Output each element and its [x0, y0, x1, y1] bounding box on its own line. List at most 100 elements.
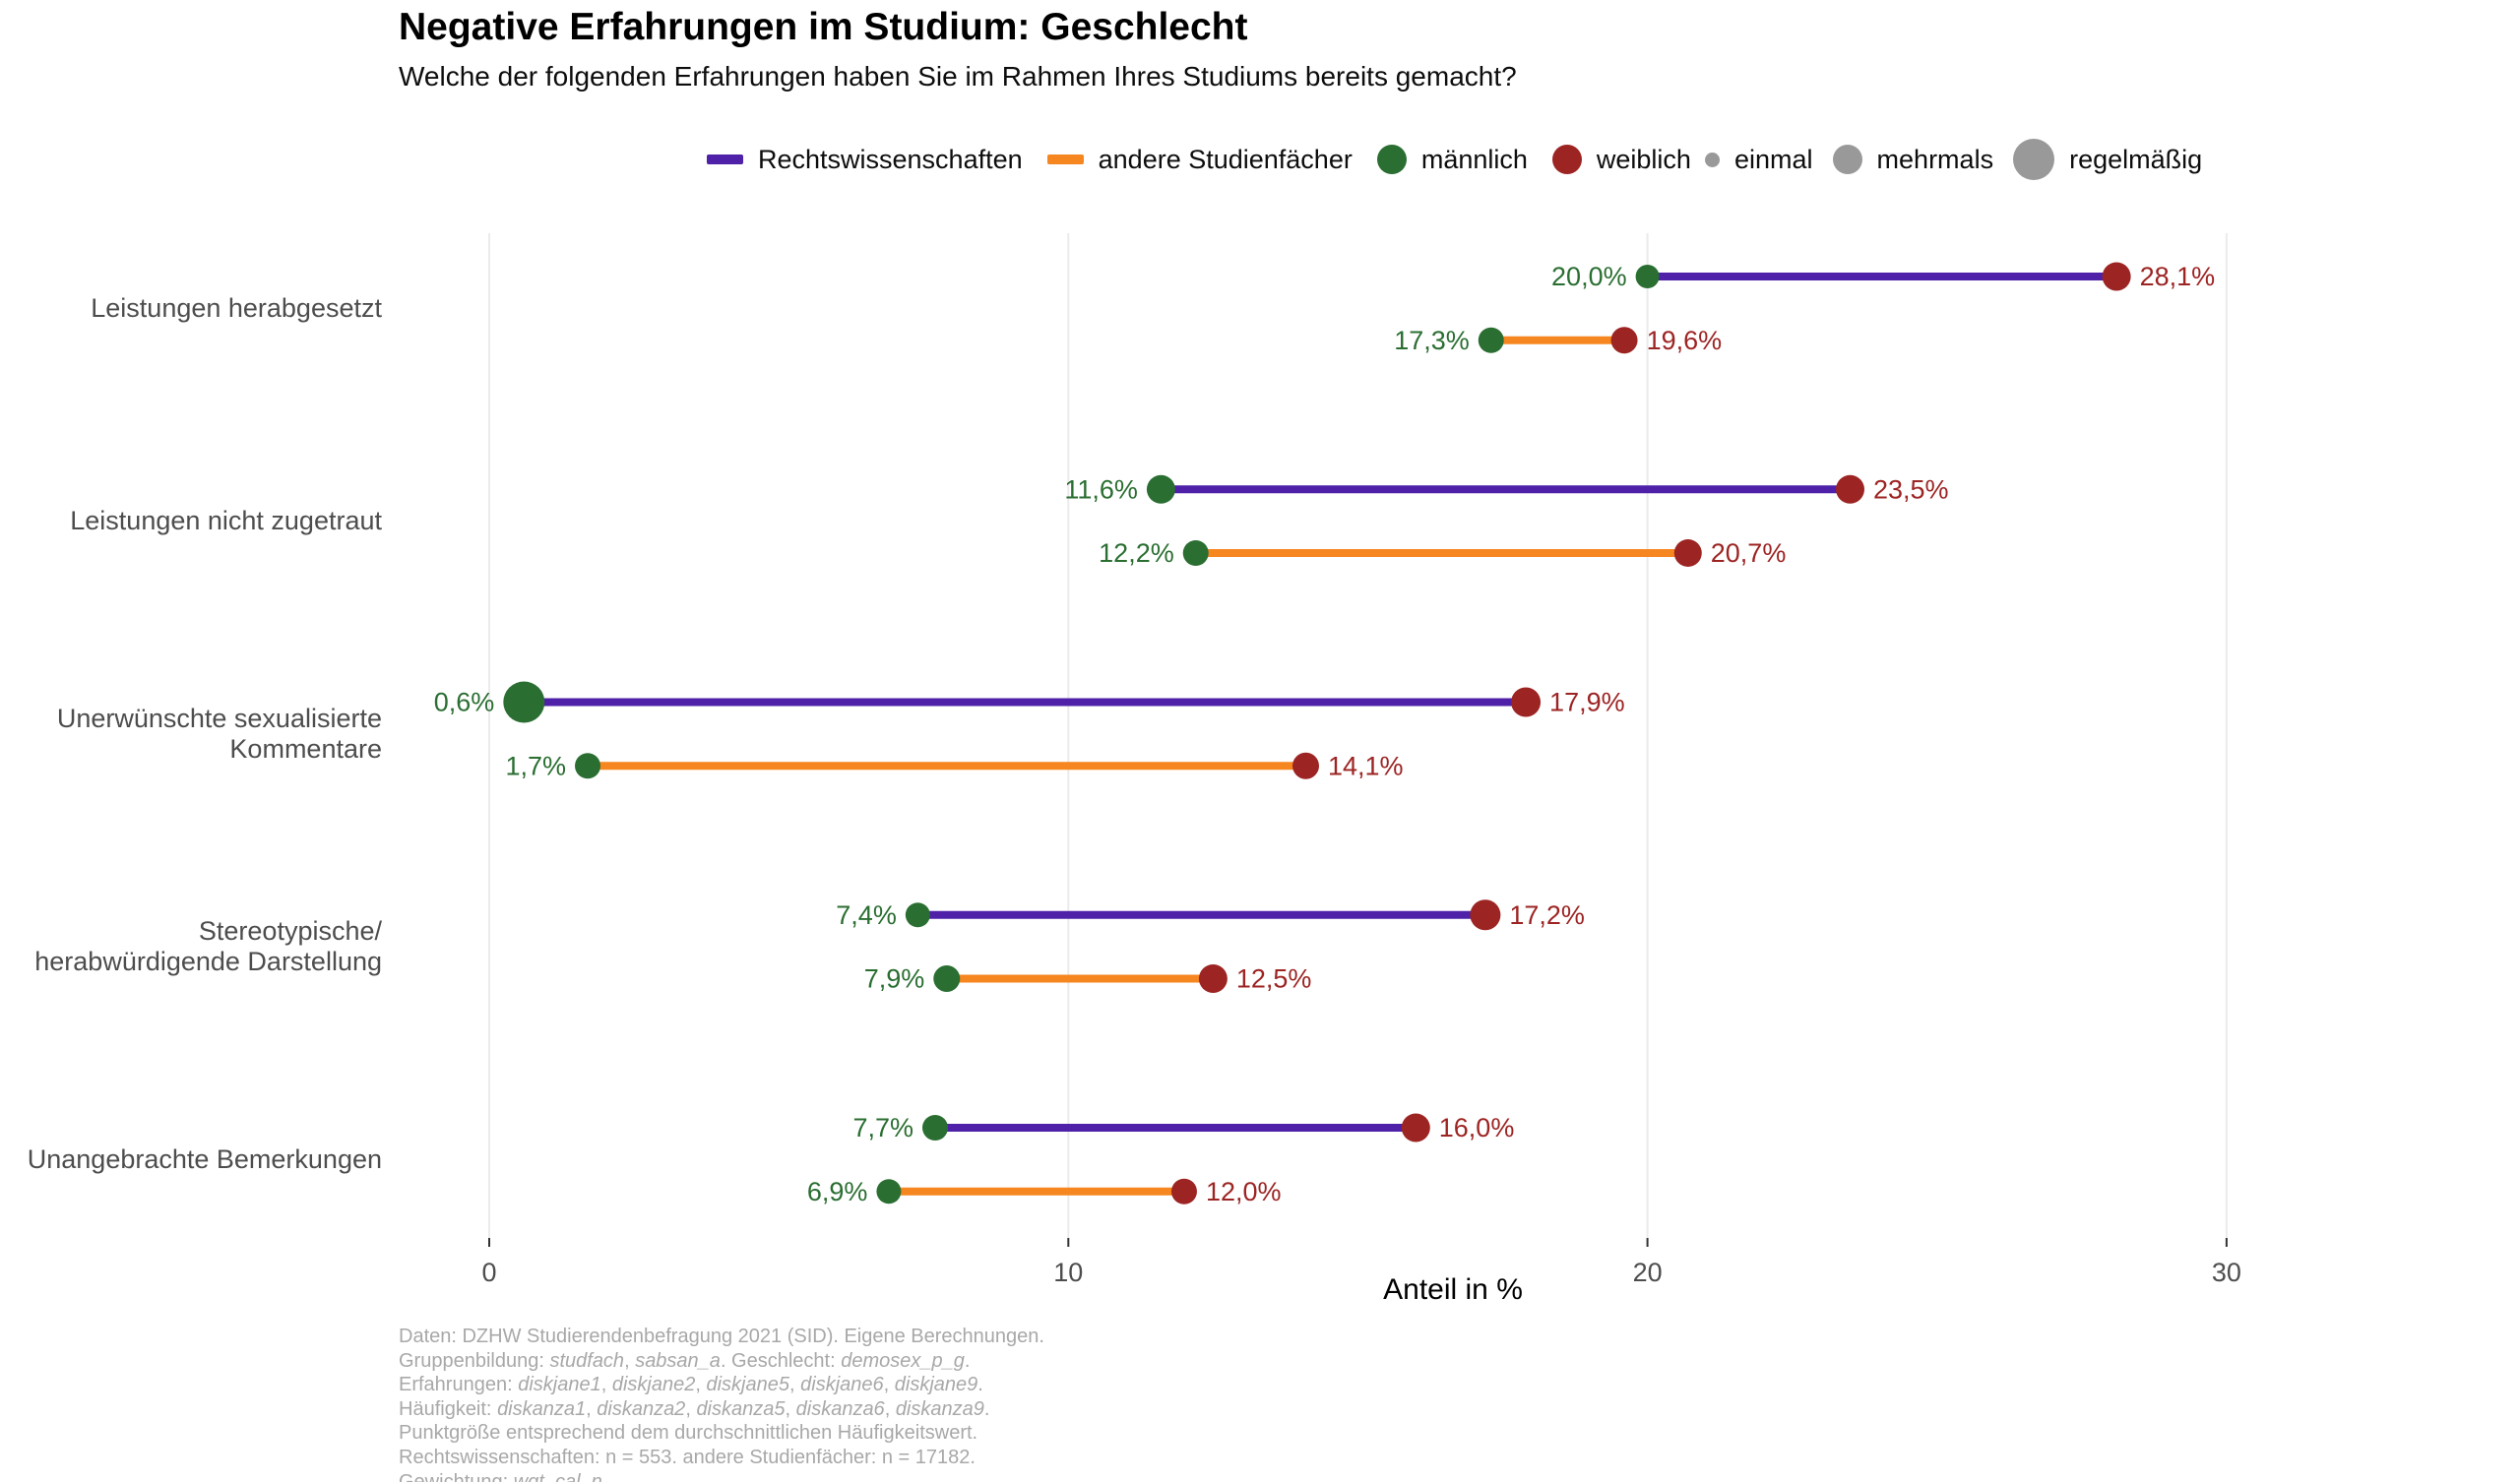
point-female-4-1	[1170, 1178, 1197, 1204]
color-legend: Rechtswissenschaften andere Studienfächer…	[707, 134, 1691, 185]
legend-item-1: andere Studienfächer	[1046, 144, 1353, 175]
legend-item-0: Rechtswissenschaften	[707, 145, 1023, 175]
caption-text: Rechtswissenschaften: n = 553. andere St…	[399, 1446, 976, 1468]
legend-item-2: männlich	[1376, 145, 1528, 175]
category-label-line: Unerwünschte sexualisierte	[56, 703, 382, 733]
point-female-2-0	[1511, 687, 1542, 717]
point-female-4-0	[1401, 1113, 1430, 1142]
value-label-female-0-1: 19,6%	[1647, 326, 1723, 355]
value-label-female-4-1: 12,0%	[1206, 1177, 1282, 1206]
caption-text: .	[977, 1374, 983, 1396]
x-tick-label: 20	[1633, 1258, 1663, 1287]
caption-text: Erfahrungen:	[399, 1374, 519, 1396]
legend-item-label: Rechtswissenschaften	[758, 144, 1023, 174]
category-label-1: Leistungen nicht zugetraut	[8, 506, 382, 536]
legend-item-3: weiblich	[1551, 144, 1691, 175]
point-female-0-1	[1610, 327, 1638, 354]
legend-item-label: weiblich	[1596, 144, 1691, 174]
caption-variable-name: diskanza2	[597, 1397, 686, 1420]
value-label-male-2-1: 1,7%	[505, 751, 566, 780]
value-label-female-2-1: 14,1%	[1328, 751, 1404, 780]
point-male-4-1	[876, 1179, 902, 1204]
caption-text: ,	[883, 1374, 895, 1396]
value-label-male-1-0: 11,6%	[1064, 474, 1138, 504]
category-label-2: Unerwünschte sexualisierte Kommentare	[8, 704, 382, 765]
value-label-male-4-1: 6,9%	[807, 1177, 868, 1206]
category-label-line: Leistungen herabgesetzt	[91, 292, 382, 323]
value-label-male-3-1: 7,9%	[864, 964, 925, 994]
caption-text: ,	[624, 1349, 636, 1372]
category-label-3: Stereotypische/herabwürdigende Darstellu…	[8, 916, 382, 977]
value-label-male-2-0: 0,6%	[434, 688, 495, 717]
caption-variable-name: wgt_cal_n	[513, 1470, 602, 1482]
point-male-1-1	[1182, 540, 1209, 566]
caption-text: Daten: DZHW Studierendenbefragung 2021 (…	[399, 1326, 1044, 1347]
caption-variable-name: sabsan_a	[635, 1349, 721, 1372]
point-male-3-1	[933, 965, 961, 992]
caption-text: ,	[685, 1397, 697, 1420]
caption-variable-name: diskjane5	[706, 1374, 789, 1396]
category-label-line: herabwürdigende Darstellung	[34, 947, 382, 977]
chart-title: Negative Erfahrungen im Studium: Geschle…	[399, 6, 1248, 48]
legend-item-label: andere Studienfächer	[1098, 144, 1353, 174]
size-legend-circle-icon	[1705, 152, 1720, 167]
caption-variable-name: diskjane2	[611, 1374, 696, 1396]
point-male-2-0	[503, 681, 545, 723]
caption-text: .	[964, 1349, 971, 1372]
chart-subtitle: Welche der folgenden Erfahrungen haben S…	[399, 61, 1517, 92]
caption-text: ,	[600, 1374, 612, 1396]
source-caption: Daten: DZHW Studierendenbefragung 2021 (…	[399, 1325, 1044, 1482]
caption-line: Gewichtung: wgt_cal_n.	[399, 1470, 1044, 1482]
category-label-0: Leistungen herabgesetzt	[8, 293, 382, 324]
size-legend-item-2: regelmäßig	[2013, 139, 2202, 180]
point-male-0-1	[1478, 327, 1504, 353]
caption-text: ,	[789, 1374, 801, 1396]
point-male-4-0	[921, 1115, 948, 1141]
legend-dot-swatch-icon	[1551, 145, 1582, 174]
caption-variable-name: diskanza5	[696, 1397, 786, 1420]
value-label-male-0-0: 20,0%	[1551, 262, 1627, 291]
value-label-male-1-1: 12,2%	[1099, 538, 1174, 568]
size-legend-item-label: einmal	[1734, 144, 1813, 174]
caption-variable-name: diskanza6	[795, 1397, 885, 1420]
caption-variable-name: diskanza9	[895, 1397, 984, 1420]
x-tick-label: 30	[2212, 1258, 2241, 1287]
size-legend-item-label: mehrmals	[1876, 144, 1994, 174]
dumbbell-plot: 0 10 20 30 20,0% 28,1% 17,3% 19,6% 11,6% 23,5% 12,…	[434, 233, 2241, 1287]
category-label-line: Kommentare	[229, 733, 382, 764]
caption-text: ,	[785, 1397, 796, 1420]
value-label-female-3-1: 12,5%	[1236, 964, 1312, 994]
point-female-2-1	[1292, 752, 1320, 779]
x-axis-title: Anteil in %	[1383, 1273, 1523, 1306]
category-label-line: Leistungen nicht zugetraut	[70, 506, 382, 536]
point-male-0-0	[1635, 265, 1660, 288]
caption-variable-name: studfach	[549, 1349, 625, 1372]
caption-text: ,	[586, 1397, 598, 1420]
x-tick-label: 10	[1053, 1258, 1083, 1287]
value-label-male-4-0: 7,7%	[852, 1113, 914, 1142]
category-label-line: Stereotypische/	[198, 916, 382, 947]
value-label-male-0-1: 17,3%	[1394, 326, 1470, 355]
caption-line: Erfahrungen: diskjane1, diskjane2, diskj…	[399, 1373, 1044, 1397]
size-legend: einmal mehrmals regelmäßig	[1705, 134, 2202, 185]
caption-text: Häufigkeit:	[399, 1397, 498, 1420]
caption-variable-name: diskjane1	[518, 1374, 601, 1396]
caption-line: Häufigkeit: diskanza1, diskanza2, diskan…	[399, 1397, 1044, 1422]
size-legend-item-0: einmal	[1705, 145, 1813, 175]
point-female-0-0	[2102, 262, 2131, 291]
caption-text: Gewichtung:	[399, 1470, 514, 1482]
caption-variable-name: diskjane6	[800, 1374, 884, 1396]
caption-text: Punktgröße entsprechend dem durchschnitt…	[399, 1422, 978, 1445]
point-male-1-0	[1146, 474, 1175, 504]
value-label-female-1-0: 23,5%	[1873, 474, 1949, 504]
caption-variable-name: demosex_p_g	[841, 1349, 965, 1372]
point-female-1-0	[1836, 474, 1865, 504]
point-male-3-0	[905, 902, 930, 928]
x-tick-label: 0	[481, 1258, 496, 1287]
caption-text: .	[601, 1470, 608, 1482]
point-female-3-1	[1198, 964, 1228, 993]
value-label-female-1-1: 20,7%	[1711, 538, 1787, 568]
value-label-female-3-0: 17,2%	[1509, 900, 1585, 930]
caption-text: ,	[884, 1397, 896, 1420]
